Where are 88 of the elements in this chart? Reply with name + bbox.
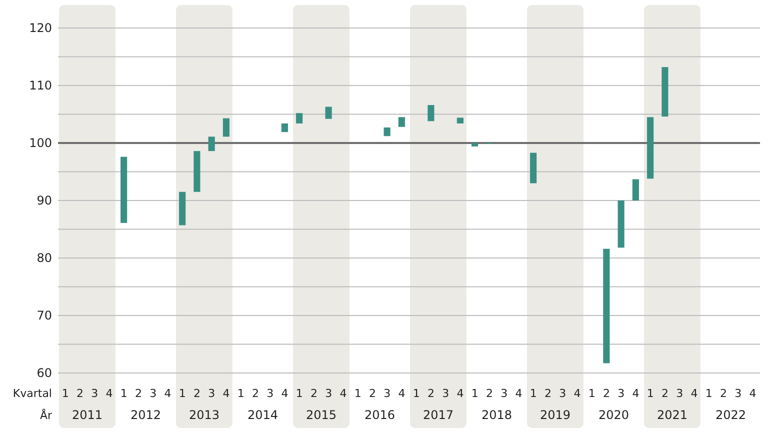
text: 2022 xyxy=(715,408,746,422)
x-tick-label: 2 xyxy=(544,386,552,400)
x-tick-label: 1 xyxy=(296,386,303,400)
x-tick-label: 3 xyxy=(266,386,274,400)
bar xyxy=(208,136,215,152)
x-tick-label: 4 xyxy=(574,386,581,400)
bar xyxy=(325,106,332,119)
x-tick-label: 1 xyxy=(354,386,362,400)
x-tick-label: 1 xyxy=(646,386,654,400)
y-tick-label: 100 xyxy=(29,136,52,150)
x-tick-label: 3 xyxy=(325,386,332,400)
bar xyxy=(647,117,654,179)
x-tick-label: 1 xyxy=(178,386,186,400)
bar xyxy=(120,156,128,223)
x-tick-label: 2 xyxy=(76,386,84,400)
bar xyxy=(281,123,288,132)
bar xyxy=(179,192,186,226)
x-tick-label: 4 xyxy=(281,386,288,400)
x-tick-label: 2 xyxy=(661,386,668,400)
x-tick-label: 3 xyxy=(208,386,216,400)
bar xyxy=(222,118,230,137)
text: 2015 xyxy=(306,408,337,422)
x-tick-label: 1 xyxy=(471,386,478,400)
x-tick-label: 1 xyxy=(62,386,69,400)
x-tick-label: 4 xyxy=(398,386,406,400)
x-axis-title: Kvartal xyxy=(12,386,52,400)
bar xyxy=(384,127,390,136)
y-tick-label: 110 xyxy=(29,78,52,93)
x-tick-label: 3 xyxy=(559,386,566,400)
y-tick-label: 90 xyxy=(36,194,52,208)
x-tick-label: 2 xyxy=(134,386,142,400)
bar xyxy=(472,143,478,146)
text: 2019 xyxy=(540,408,571,422)
x-tick-label: 3 xyxy=(442,386,450,400)
x-tick-label: 1 xyxy=(530,386,537,400)
bar xyxy=(632,179,639,200)
x-tick-label: 4 xyxy=(515,386,522,400)
bar xyxy=(428,105,434,122)
x-tick-label: 2 xyxy=(486,386,493,400)
x-tick-label: 2 xyxy=(252,386,259,400)
bar xyxy=(603,248,610,364)
bar xyxy=(530,152,537,184)
x-tick-label: 1 xyxy=(588,386,596,400)
bar xyxy=(662,67,668,117)
x-tick-label: 2 xyxy=(368,386,376,400)
x-tick-label: 3 xyxy=(91,386,98,400)
bar xyxy=(456,118,464,124)
x-tick-label: 3 xyxy=(500,386,508,400)
x-tick-label: 1 xyxy=(705,386,712,400)
y-tick-label: 120 xyxy=(29,21,52,36)
x-tick-label: 4 xyxy=(690,386,698,400)
x-tick-label: 4 xyxy=(340,386,347,400)
x-tick-label: 3 xyxy=(734,386,742,400)
bar xyxy=(398,117,405,127)
x-tick-label: 1 xyxy=(120,386,128,400)
text: 2020 xyxy=(598,408,630,422)
x-tick-label: 1 xyxy=(237,386,244,400)
x-tick-label: 4 xyxy=(164,386,172,400)
text: 2013 xyxy=(188,408,220,422)
bar xyxy=(296,113,303,124)
text: 2016 xyxy=(364,408,396,422)
y-tick-label: 80 xyxy=(36,251,52,266)
text: 2014 xyxy=(247,408,278,422)
text: 2011 xyxy=(72,408,103,422)
x-tick-label: 4 xyxy=(456,386,464,400)
y-tick-label: 70 xyxy=(36,308,52,323)
x-tick-label: 2 xyxy=(602,386,610,400)
x-tick-label: 1 xyxy=(412,386,420,400)
x-tick-label: 4 xyxy=(632,386,640,400)
x-tick-label: 2 xyxy=(310,386,318,400)
bar xyxy=(194,151,200,192)
text: 2012 xyxy=(130,408,162,422)
x-tick-label: 3 xyxy=(618,386,625,400)
x-tick-label: 2 xyxy=(720,386,727,400)
x-tick-label: 2 xyxy=(427,386,434,400)
x-tick-label: 3 xyxy=(384,386,391,400)
x-tick-label: 4 xyxy=(222,386,230,400)
bar xyxy=(618,200,624,248)
text: 2018 xyxy=(481,408,512,422)
y-tick-label: 60 xyxy=(36,366,52,380)
text: 2017 xyxy=(422,408,454,422)
x-tick-label: 4 xyxy=(749,386,756,400)
text: 2021 xyxy=(656,408,688,422)
x-tick-label: 4 xyxy=(106,386,113,400)
x-tick-label: 3 xyxy=(150,386,157,400)
x-tick-label: 2 xyxy=(193,386,200,400)
x-tick-label: 3 xyxy=(676,386,684,400)
text: År xyxy=(40,408,52,422)
